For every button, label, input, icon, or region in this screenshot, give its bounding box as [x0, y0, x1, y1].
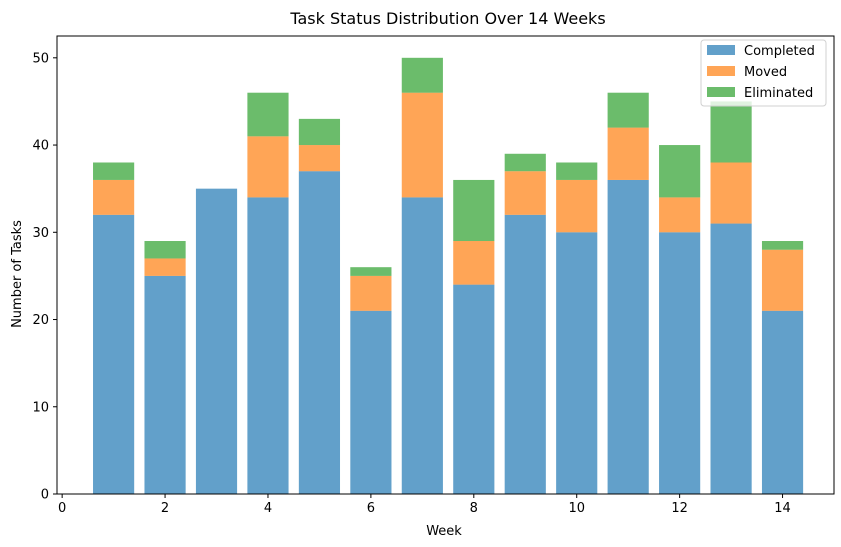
- bar-moved-week-10: [556, 179, 598, 233]
- bar-completed-week-3: [195, 188, 238, 494]
- chart-title: Task Status Distribution Over 14 Weeks: [289, 9, 605, 28]
- axes-layer: 0 2 4 6 8 10 12 14 0 10 20 30 40 50: [32, 35, 835, 516]
- x-tick-label-14: 14: [774, 501, 791, 516]
- x-tick-label-12: 12: [671, 501, 688, 516]
- bar-eliminated-week-10: [556, 162, 598, 180]
- bar-moved-week-7: [401, 92, 443, 198]
- bar-moved-week-6: [350, 275, 392, 311]
- bar-eliminated-week-4: [247, 92, 289, 137]
- bar-eliminated-week-12: [659, 145, 701, 198]
- bar-completed-week-8: [453, 284, 495, 494]
- bar-completed-week-12: [659, 232, 701, 495]
- bar-eliminated-week-5: [298, 118, 341, 146]
- bars-layer: [93, 57, 804, 495]
- x-tick-label-10: 10: [568, 501, 585, 516]
- bar-moved-week-12: [659, 197, 701, 233]
- y-tick-label-0: 0: [41, 488, 49, 503]
- y-tick-label-20: 20: [32, 313, 49, 328]
- bar-completed-week-4: [247, 197, 289, 494]
- bar-moved-week-4: [247, 136, 289, 198]
- bar-eliminated-week-1: [93, 162, 135, 180]
- x-tick-label-6: 6: [367, 501, 375, 516]
- bar-completed-week-7: [401, 197, 443, 494]
- bar-completed-week-2: [144, 275, 186, 494]
- bar-eliminated-week-11: [607, 92, 649, 128]
- bar-completed-week-5: [298, 171, 341, 494]
- legend-swatch-eliminated: [707, 87, 735, 97]
- x-tick-label-0: 0: [58, 501, 66, 516]
- legend-label-completed: Completed: [744, 44, 815, 59]
- bar-moved-week-2: [144, 258, 186, 276]
- bar-moved-week-5: [298, 145, 341, 172]
- legend-swatch-moved: [707, 66, 735, 76]
- x-axis-label: Week: [426, 524, 462, 539]
- bar-moved-week-9: [504, 171, 546, 215]
- bar-eliminated-week-6: [350, 267, 392, 276]
- bar-completed-week-6: [350, 310, 392, 494]
- bar-completed-week-14: [761, 310, 804, 494]
- plot-frame: [56, 35, 835, 495]
- legend: Completed Moved Eliminated: [700, 39, 827, 107]
- bar-completed-week-1: [93, 214, 135, 495]
- bar-eliminated-week-13: [710, 101, 752, 163]
- bar-eliminated-week-7: [401, 57, 443, 93]
- y-tick-label-10: 10: [32, 400, 49, 415]
- bar-eliminated-week-14: [761, 241, 804, 250]
- bar-completed-week-10: [556, 232, 598, 495]
- x-tick-label-2: 2: [161, 501, 169, 516]
- bar-completed-week-11: [607, 179, 649, 494]
- legend-swatch-completed: [707, 45, 735, 55]
- bar-eliminated-week-2: [144, 241, 186, 259]
- y-tick-label-30: 30: [32, 226, 49, 241]
- x-tick-label-8: 8: [470, 501, 478, 516]
- bar-moved-week-14: [761, 249, 804, 311]
- legend-label-moved: Moved: [744, 65, 787, 80]
- bar-moved-week-13: [710, 162, 752, 224]
- bar-eliminated-week-8: [453, 179, 495, 242]
- bar-completed-week-13: [710, 223, 752, 495]
- bar-moved-week-11: [607, 127, 649, 180]
- bar-moved-week-8: [453, 241, 495, 285]
- x-tick-label-4: 4: [264, 501, 272, 516]
- bar-completed-week-9: [504, 214, 546, 495]
- legend-label-eliminated: Eliminated: [744, 86, 813, 101]
- bar-eliminated-week-9: [504, 153, 546, 172]
- y-tick-label-40: 40: [32, 139, 49, 154]
- y-tick-label-50: 50: [32, 51, 49, 66]
- y-axis-label: Number of Tasks: [10, 220, 25, 328]
- bar-moved-week-1: [93, 179, 135, 215]
